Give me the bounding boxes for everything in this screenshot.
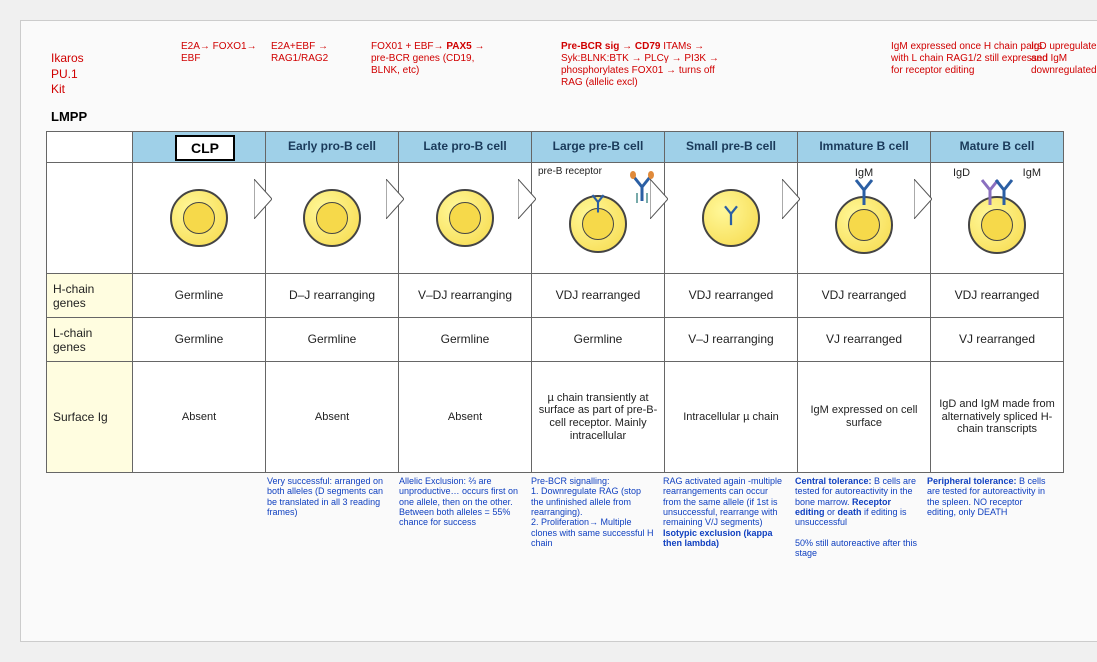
stage-col-3: Large pre-B cellpre-B receptor VDJ rearr…	[532, 132, 665, 472]
lmpp-label: LMPP	[51, 109, 87, 124]
cell-h: Germline	[133, 274, 265, 318]
cell-h: VDJ rearranged	[931, 274, 1063, 318]
clp-box: CLP	[175, 135, 235, 161]
stage-col-1: Early pro-B cell D–J rearrangingGermlineA…	[266, 132, 399, 472]
left-red-labels: Ikaros PU.1 Kit	[51, 51, 84, 98]
stage-col-6: Mature B cellIgD IgM VDJ rearrangedVJ re…	[931, 132, 1063, 472]
cell-l: V–J rearranging	[665, 318, 797, 362]
cell-s: IgM expressed on cell surface	[798, 362, 930, 472]
rowlabel-spacer-illus	[47, 163, 132, 274]
row-labels: H-chain genes L-chain genes Surface Ig	[47, 132, 133, 472]
stage-arrow	[782, 179, 800, 219]
rowlabel-spacer-head	[47, 132, 132, 163]
stage-col-4: Small pre-B cell VDJ rearrangedV–J rearr…	[665, 132, 798, 472]
bottom-note-6: Peripheral tolerance: B cells are tested…	[927, 476, 1051, 517]
stage-illustration: IgD IgM	[931, 163, 1063, 274]
rowlabel-l: L-chain genes	[47, 318, 132, 362]
bottom-note-4: RAG activated again -multiple rearrangem…	[663, 476, 787, 548]
stage-col-5: Immature B cellIgM VDJ rearrangedVJ rear…	[798, 132, 931, 472]
cell-s: Intracellular µ chain	[665, 362, 797, 472]
stage-header: Small pre-B cell	[665, 132, 797, 163]
stage-grid: H-chain genes L-chain genes Surface Ig G…	[46, 131, 1064, 473]
cell-l: VJ rearranged	[931, 318, 1063, 362]
cell-h: D–J rearranging	[266, 274, 398, 318]
stage-arrow	[254, 179, 272, 219]
stage-arrow	[386, 179, 404, 219]
stage-arrow	[650, 179, 668, 219]
cell-h: V–DJ rearranging	[399, 274, 531, 318]
cell-s: Absent	[399, 362, 531, 472]
stage-col-0: GermlineGermlineAbsent	[133, 132, 266, 472]
stage-header: Mature B cell	[931, 132, 1063, 163]
top-note-0: E2A→ FOXO1→ EBF	[181, 41, 266, 65]
stage-illustration: IgM	[798, 163, 930, 274]
cell-s: Absent	[266, 362, 398, 472]
stage-header: Early pro-B cell	[266, 132, 398, 163]
cell-s: Absent	[133, 362, 265, 472]
top-note-2: FOX01 + EBF→ PAX5 → pre-BCR genes (CD19,…	[371, 41, 501, 77]
bottom-note-3: Pre-BCR signalling:1. Downregulate RAG (…	[531, 476, 655, 548]
top-note-3: Pre-BCR sig → CD79 ITAMs → Syk:BLNK:BTK …	[561, 41, 731, 89]
stage-header: Immature B cell	[798, 132, 930, 163]
stage-header: Large pre-B cell	[532, 132, 664, 163]
cell-l: Germline	[532, 318, 664, 362]
diagram-canvas: Ikaros PU.1 Kit LMPP E2A→ FOXO1→ EBFE2A+…	[20, 20, 1097, 642]
stage-illustration	[266, 163, 398, 274]
rowlabel-h: H-chain genes	[47, 274, 132, 318]
cell-h: VDJ rearranged	[665, 274, 797, 318]
stage-illustration	[133, 163, 265, 274]
cell-l: Germline	[399, 318, 531, 362]
cell-s: µ chain transiently at surface as part o…	[532, 362, 664, 472]
stage-arrow	[518, 179, 536, 219]
stage-col-2: Late pro-B cell V–DJ rearrangingGermlineA…	[399, 132, 532, 472]
top-note-4: IgM expressed once H chain pairs with L …	[891, 41, 1051, 77]
top-note-5: IgD upregulated and IgM downregulated	[1031, 41, 1097, 77]
stage-header: Late pro-B cell	[399, 132, 531, 163]
cell-h: VDJ rearranged	[532, 274, 664, 318]
cell-s: IgD and IgM made from alternatively spli…	[931, 362, 1063, 472]
stage-illustration: pre-B receptor	[532, 163, 664, 274]
cell-h: VDJ rearranged	[798, 274, 930, 318]
stage-illustration	[399, 163, 531, 274]
cell-l: Germline	[266, 318, 398, 362]
cell-l: Germline	[133, 318, 265, 362]
cell-l: VJ rearranged	[798, 318, 930, 362]
stage-arrow	[914, 179, 932, 219]
rowlabel-s: Surface Ig	[47, 362, 132, 472]
top-note-1: E2A+EBF → RAG1/RAG2	[271, 41, 361, 65]
bottom-note-5: Central tolerance: B cells are tested fo…	[795, 476, 919, 559]
stage-illustration	[665, 163, 797, 274]
bottom-note-1: Very successful: arranged on both allele…	[267, 476, 391, 517]
bottom-note-2: Allelic Exclusion: ⅔ are unproductive… o…	[399, 476, 523, 528]
